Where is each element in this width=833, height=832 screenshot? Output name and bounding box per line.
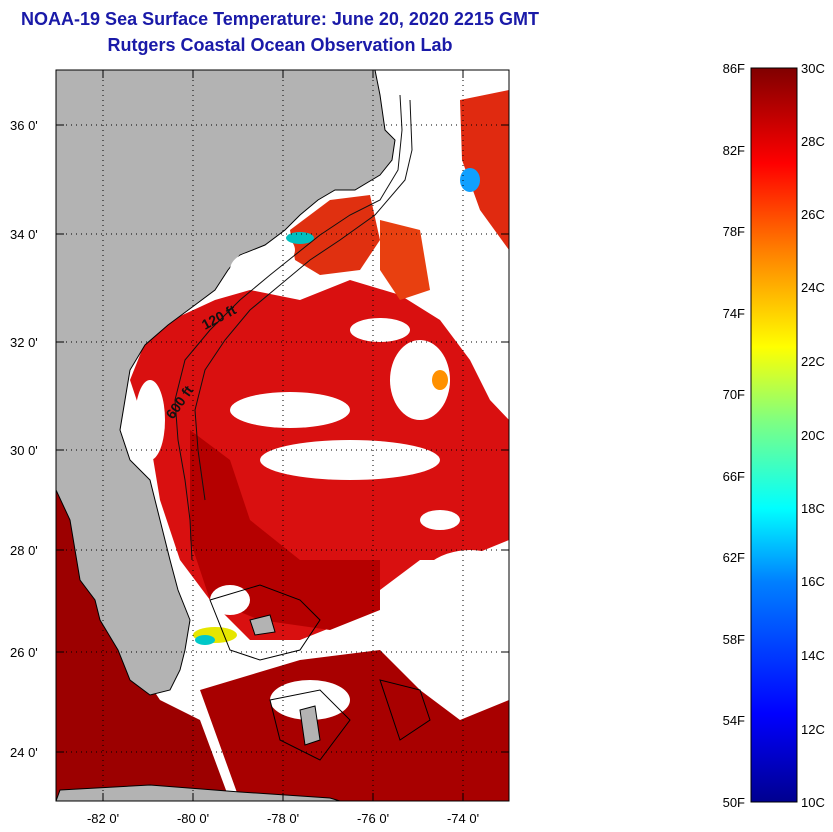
- sst-region-northeast: [460, 90, 509, 250]
- cb-c-label: 16C: [801, 574, 825, 589]
- lat-label: 36 0': [10, 118, 38, 133]
- lat-label: 32 0': [10, 335, 38, 350]
- frame-ticks: [56, 70, 509, 801]
- cb-f-label: 78F: [723, 224, 745, 239]
- map-subtitle: Rutgers Coastal Ocean Observation Lab: [107, 35, 453, 55]
- land-cuba: [56, 784, 341, 801]
- cb-f-label: 86F: [723, 61, 745, 76]
- sst-bahamas-south: [200, 650, 509, 801]
- graticule: [56, 70, 509, 801]
- lat-label: 26 0': [10, 645, 38, 660]
- lon-label: -82 0': [87, 811, 119, 826]
- sst-region-offshore-east: [380, 220, 430, 300]
- colorbar-fahrenheit-labels: 86F 82F 78F 74F 70F 66F 62F 58F 54F 50F: [723, 61, 745, 810]
- lat-label: 28 0': [10, 543, 38, 558]
- cb-c-label: 24C: [801, 280, 825, 295]
- cb-f-label: 62F: [723, 550, 745, 565]
- cb-c-label: 22C: [801, 354, 825, 369]
- cb-f-label: 58F: [723, 632, 745, 647]
- map-panel: 120 ft 600 ft: [56, 70, 509, 801]
- cb-c-label: 12C: [801, 722, 825, 737]
- lat-tick-labels: 36 0' 34 0' 32 0' 30 0' 28 0' 26 0' 24 0…: [10, 118, 38, 760]
- sst-region-north-shelf: [290, 195, 380, 275]
- cb-c-label: 18C: [801, 501, 825, 516]
- cb-c-label: 14C: [801, 648, 825, 663]
- lon-label: -80 0': [177, 811, 209, 826]
- colorbar-celsius-labels: 30C 28C 26C 24C 22C 20C 18C 16C 14C 12C …: [801, 61, 825, 810]
- lon-label: -74 0': [447, 811, 479, 826]
- cb-f-label: 70F: [723, 387, 745, 402]
- cb-c-label: 20C: [801, 428, 825, 443]
- cloud-patches: [135, 230, 509, 720]
- cb-f-label: 74F: [723, 306, 745, 321]
- isobath-contours: [174, 94, 413, 561]
- cb-c-label: 30C: [801, 61, 825, 76]
- cb-c-label: 28C: [801, 134, 825, 149]
- land-us-mainland: [56, 70, 396, 696]
- lon-tick-labels: -82 0' -80 0' -78 0' -76 0' -74 0': [87, 811, 479, 826]
- cb-c-label: 26C: [801, 207, 825, 222]
- lat-label: 30 0': [10, 443, 38, 458]
- cb-f-label: 82F: [723, 143, 745, 158]
- lat-label: 34 0': [10, 227, 38, 242]
- cb-f-label: 66F: [723, 469, 745, 484]
- colorbar: [750, 67, 798, 803]
- lat-label: 24 0': [10, 745, 38, 760]
- cloud-over-coast: [230, 252, 280, 288]
- cb-f-label: 54F: [723, 713, 745, 728]
- bahamas-banks: [209, 584, 431, 761]
- sst-gulf-stream-hot: [190, 430, 380, 630]
- lon-label: -78 0': [267, 811, 299, 826]
- sst-gulf-of-mexico: [56, 490, 230, 801]
- cb-c-label: 10C: [801, 795, 825, 810]
- cb-f-label: 50F: [723, 795, 745, 810]
- lon-label: -76 0': [357, 811, 389, 826]
- map-title: NOAA-19 Sea Surface Temperature: June 20…: [21, 9, 539, 29]
